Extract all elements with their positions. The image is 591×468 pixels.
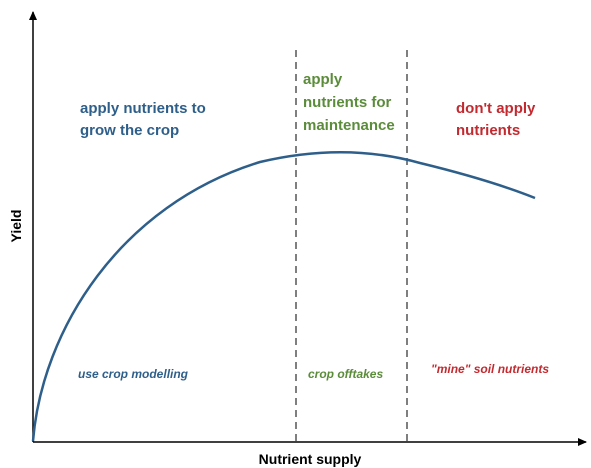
y-axis-label: Yield xyxy=(8,210,24,243)
zone-label: maintenance xyxy=(303,117,395,134)
zone-label: nutrients for xyxy=(303,94,391,111)
zone-label: don't apply xyxy=(456,100,536,117)
zone-note: use crop modelling xyxy=(78,367,189,381)
zone-label: grow the crop xyxy=(80,122,179,139)
x-axis-label: Nutrient supply xyxy=(259,451,362,467)
zone-label: apply nutrients to xyxy=(80,100,206,117)
zone-note: crop offtakes xyxy=(308,367,383,381)
yield-curve xyxy=(31,151,536,442)
zone-label: apply xyxy=(303,71,343,88)
zone-note: "mine" soil nutrients xyxy=(431,362,549,376)
zone-label: nutrients xyxy=(456,122,520,139)
